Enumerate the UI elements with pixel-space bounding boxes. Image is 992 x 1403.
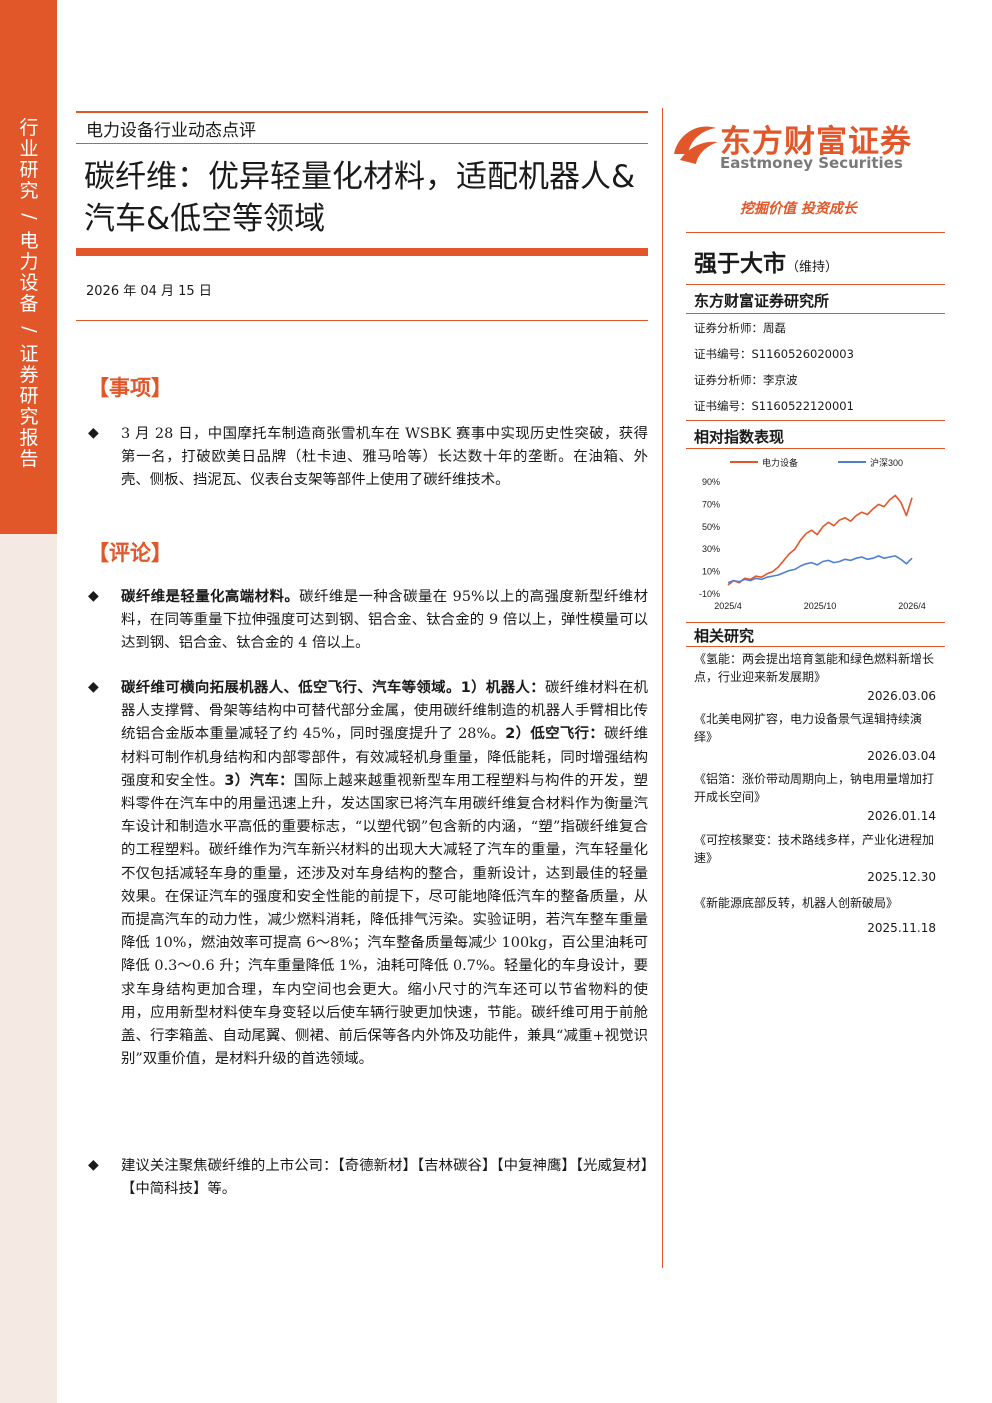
bullet-icon: ◆ — [88, 425, 99, 441]
related-item-date: 2026.03.06 — [867, 689, 936, 703]
sidebar-part-2: 电力设备 — [19, 230, 39, 315]
doc-type-rule — [76, 143, 648, 144]
x-tick-label: 2025/10 — [804, 601, 837, 611]
event-text: 3 月 28 日，中国摩托车制造商张雪机车在 WSBK 赛事中实现历史性突破，获… — [121, 426, 648, 489]
related-item-date: 2025.12.30 — [867, 870, 936, 884]
x-tick-label: 2025/4 — [714, 601, 742, 611]
logo-english: Eastmoney Securities — [720, 154, 903, 172]
right-rule — [686, 646, 945, 647]
y-tick-label: -10% — [699, 589, 720, 599]
y-tick-label: 90% — [702, 477, 720, 487]
comment-lead-2: 2）低空飞行： — [505, 726, 605, 743]
slogan: 挖掘价值 投资成长 — [740, 201, 857, 217]
comment-lead: 碳纤维可横向拓展机器人、低空飞行、汽车等领域。1）机器人： — [121, 680, 545, 696]
x-tick-label: 2026/4 — [898, 601, 926, 611]
y-tick-label: 50% — [702, 522, 720, 532]
logo-chinese: 东方财富证券 — [720, 124, 912, 160]
comment-body-3: 国际上越来越重视新型车用工程塑料与构件的开发，塑料零件在汽车中的用量迅速上升，发… — [121, 772, 648, 1068]
sidebar-category-text: 行业研究 / 电力设备 / 证券研究报告 — [16, 118, 42, 470]
related-item-date: 2026.01.14 — [867, 809, 936, 823]
comment-body: 碳纤维是一种含碳量在 95%以上的高强度新型纤维材料，在同等重量下拉伸强度可达到… — [121, 589, 648, 652]
page-title: 碳纤维：优异轻量化材料，适配机器人&汽车&低空等领域 — [84, 159, 636, 237]
right-rule — [686, 313, 945, 314]
bullet-icon: ◆ — [88, 679, 99, 695]
report-date: 2026 年 04 月 15 日 — [86, 284, 212, 299]
comment-text: 碳纤维是轻量化高端材料。碳纤维是一种含碳量在 95%以上的高强度新型纤维材料，在… — [121, 586, 648, 656]
comment-text: 碳纤维可横向拓展机器人、低空飞行、汽车等领域。1）机器人：碳纤维材料在机器人支撑… — [121, 677, 648, 1071]
sidebar: 行业研究 / 电力设备 / 证券研究报告 — [0, 0, 57, 1403]
legend-label: 电力设备 — [762, 457, 798, 468]
series-line — [727, 555, 913, 584]
cert-1: 证书编号：S1160526020003 — [694, 347, 854, 361]
date-rule — [76, 320, 648, 321]
related-item-title[interactable]: 《可控核聚变：技术路线多样，产业化进程加速》 — [694, 833, 935, 865]
column-divider — [662, 108, 663, 1268]
comment-item: ◆ 碳纤维可横向拓展机器人、低空飞行、汽车等领域。1）机器人：碳纤维材料在机器人… — [88, 677, 648, 1071]
related-item-date: 2025.11.18 — [867, 921, 936, 935]
right-rule — [686, 622, 945, 623]
y-tick-label: 70% — [702, 499, 720, 509]
rating-note: （维持） — [786, 260, 839, 275]
chart-heading: 相对指数表现 — [694, 428, 785, 446]
comment-body: 建议关注聚焦碳纤维的上市公司：【奇德新材】【吉林碳谷】【中复神鹰】【光威复材】【… — [121, 1158, 648, 1198]
sidebar-separator: / — [18, 326, 41, 333]
event-heading: 【事项】 — [88, 375, 172, 400]
bullet-icon: ◆ — [88, 588, 99, 604]
right-rule — [686, 420, 945, 421]
sidebar-part-1: 行业研究 — [19, 117, 39, 202]
right-rule — [686, 448, 945, 449]
right-rule — [686, 284, 945, 285]
comment-body: 碳纤维材料在机器人支撑臂、骨架等结构中可替代部分金属，使用碳纤维制造的机器人手臂… — [121, 680, 648, 743]
right-rule — [686, 232, 945, 233]
series-line — [727, 494, 913, 586]
y-tick-label: 10% — [702, 567, 720, 577]
analyst-1: 证券分析师：周磊 — [694, 321, 786, 335]
related-item-title[interactable]: 《氢能：两会提出培育氢能和绿色燃料新增长点，行业迎来新发展期》 — [694, 652, 935, 684]
sidebar-accent-block — [0, 0, 57, 534]
comment-item: ◆ 建议关注聚焦碳纤维的上市公司：【奇德新材】【吉林碳谷】【中复神鹰】【光威复材… — [88, 1155, 648, 1201]
rating-label: 强于大市 — [694, 251, 786, 277]
comment-item: ◆ 碳纤维是轻量化高端材料。碳纤维是一种含碳量在 95%以上的高强度新型纤维材料… — [88, 586, 648, 656]
related-item-date: 2026.03.04 — [867, 749, 936, 763]
cert-2: 证书编号：S1160522120001 — [694, 399, 854, 413]
related-item-title[interactable]: 《铝箔：涨价带动周期向上，钠电用量增加打开成长空间》 — [694, 772, 935, 804]
comment-lead: 碳纤维是轻量化高端材料。 — [121, 589, 300, 605]
top-rule — [76, 111, 648, 113]
related-heading: 相关研究 — [694, 627, 755, 645]
eastmoney-logo-icon — [674, 126, 718, 164]
analyst-2: 证券分析师：李京波 — [694, 373, 798, 387]
rating: 强于大市（维持） — [694, 244, 838, 278]
relative-index-chart: 电力设备 沪深300 90% 70% 50% 30% 10% -10% 2025/4 2025/1… — [699, 457, 926, 611]
y-tick-label: 30% — [702, 544, 720, 554]
sidebar-part-3: 证券研究报告 — [19, 343, 39, 470]
institute: 东方财富证券研究所 — [694, 292, 830, 310]
related-item-title[interactable]: 《北美电网扩容，电力设备景气逞辑持续演绎》 — [694, 712, 923, 744]
comment-lead-3: 3）汽车： — [224, 772, 294, 789]
comment-body-2: 碳纤维材料可制作机身结构和内部零部件，有效减轻机身重量，降低能耗，同时增强结构强… — [121, 726, 648, 789]
comment-heading: 【评论】 — [88, 540, 172, 565]
event-item: ◆ 3 月 28 日，中国摩托车制造商张雪机车在 WSBK 赛事中实现历史性突破… — [88, 423, 648, 493]
related-item-title[interactable]: 《新能源底部反转，机器人创新破局》 — [694, 896, 899, 910]
title-rule — [76, 248, 648, 256]
sidebar-separator: / — [18, 213, 41, 220]
doc-type: 电力设备行业动态点评 — [86, 121, 256, 141]
legend-label: 沪深300 — [870, 457, 903, 468]
bullet-icon: ◆ — [88, 1157, 99, 1173]
comment-text: 建议关注聚焦碳纤维的上市公司：【奇德新材】【吉林碳谷】【中复神鹰】【光威复材】【… — [121, 1155, 648, 1201]
